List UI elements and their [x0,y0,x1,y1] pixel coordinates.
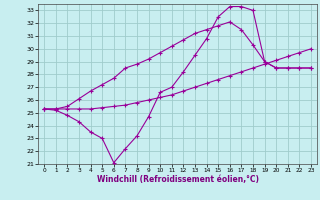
X-axis label: Windchill (Refroidissement éolien,°C): Windchill (Refroidissement éolien,°C) [97,175,259,184]
